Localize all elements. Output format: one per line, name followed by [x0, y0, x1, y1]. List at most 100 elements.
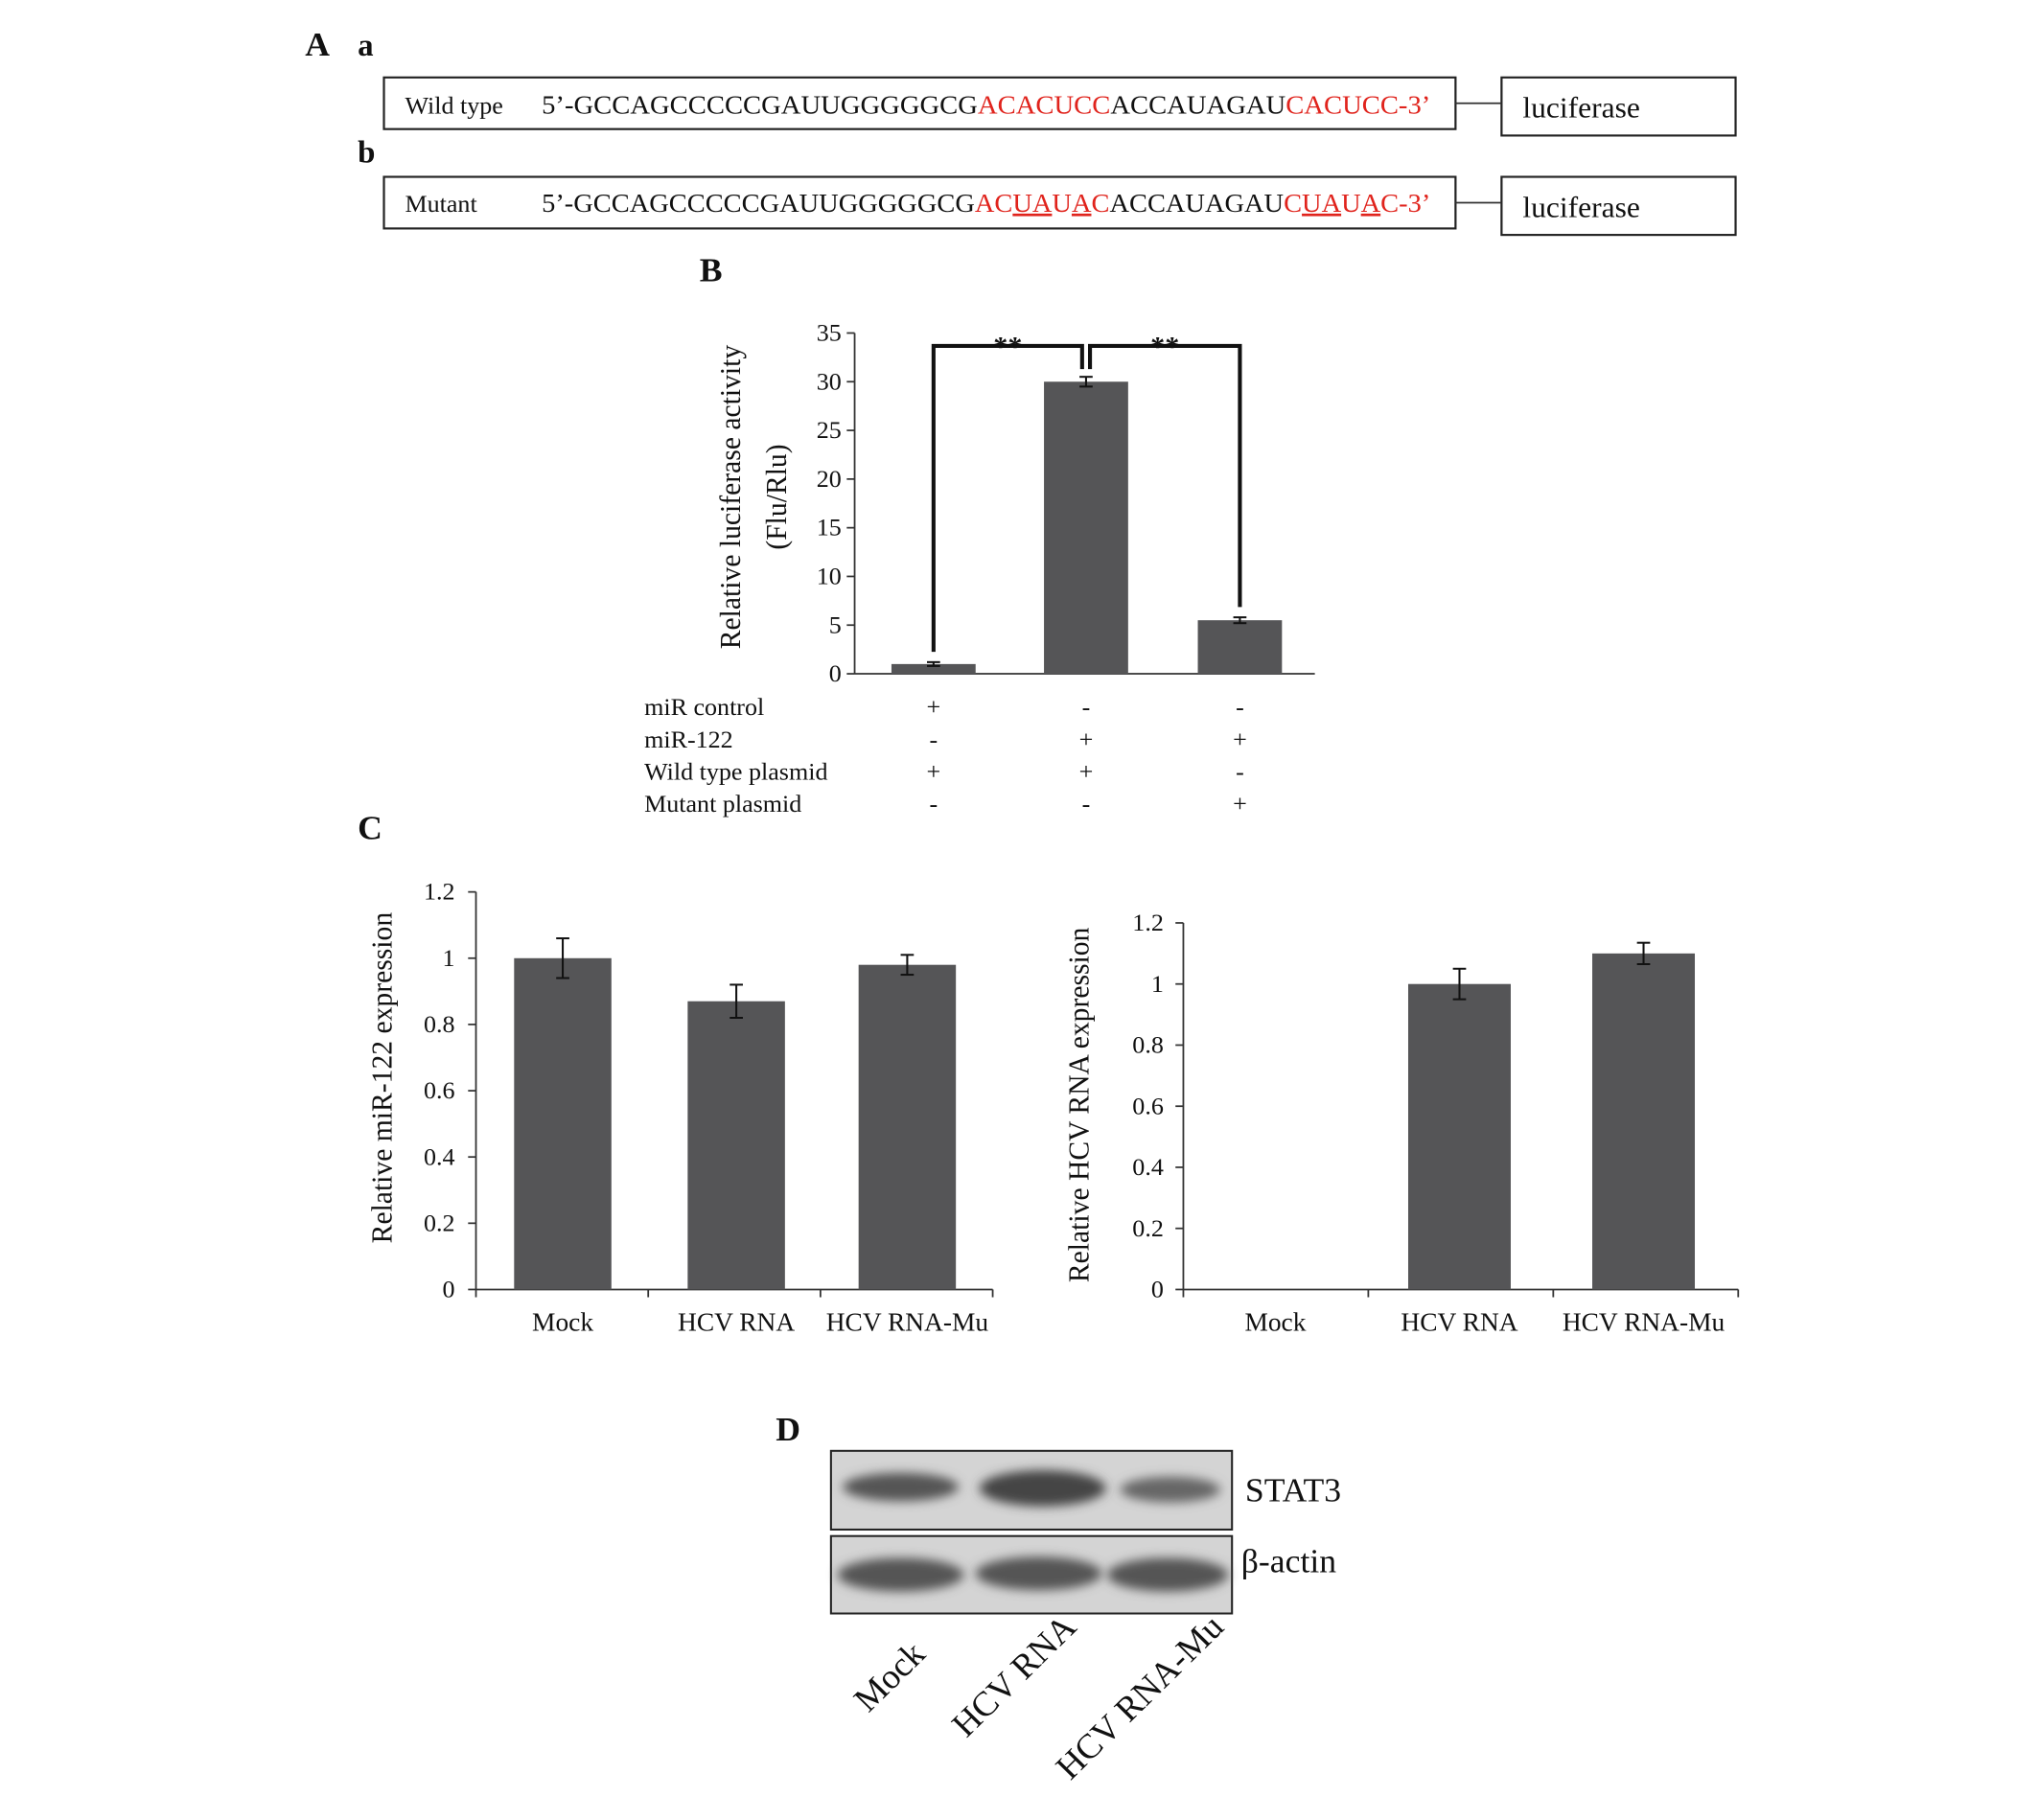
significance-bracket [1088, 343, 1242, 608]
error-bar [730, 983, 743, 1020]
y-tick-label: 1 [1151, 970, 1164, 998]
sequence-segment: C-3’ [1380, 189, 1430, 218]
y-tick-label: 35 [817, 319, 842, 347]
bar [891, 663, 976, 675]
sequence-segment: U [1341, 189, 1361, 218]
sequence-segment: 5’-GCCAGCCCCCGAUUGGGGGCG [542, 91, 978, 120]
y-tick-label: 0 [443, 1276, 455, 1303]
significance-bracket [931, 343, 1084, 653]
y-tick-label: 1.2 [1132, 909, 1164, 936]
condition-sign: - [930, 790, 938, 818]
sequence-segment: CACUCC-3’ [1285, 91, 1430, 120]
reporter-label: luciferase [1522, 91, 1640, 125]
blot [829, 1449, 1234, 1615]
y-tick-label: 1.2 [424, 878, 455, 906]
x-tick-label: HCV RNA-Mu [826, 1308, 989, 1337]
bar [1407, 983, 1511, 1290]
bar [1044, 381, 1128, 675]
x-tick-label: Mock [1244, 1308, 1306, 1337]
y-axis-label: (Flu/Rlu) [761, 444, 793, 549]
condition-label: miR control [644, 693, 764, 721]
y-tick-label: 0 [829, 659, 842, 687]
error-bar [1079, 376, 1093, 388]
sequence-segment: A [1072, 189, 1092, 218]
y-tick-label: 1 [443, 944, 455, 972]
bar [858, 964, 957, 1290]
y-tick-label: 25 [817, 416, 842, 444]
condition-sign: - [1236, 758, 1244, 786]
y-axis-label: Relative HCV RNA expression [1063, 928, 1095, 1283]
condition-sign: + [1233, 726, 1247, 753]
sequence: 5’-GCCAGCCCCCGAUUGGGGGCG ACACUCC ACCAUAGAU… [542, 91, 1430, 120]
condition-sign: + [1233, 790, 1247, 818]
y-tick-label: 0.6 [424, 1076, 455, 1104]
sequence-segment: AC [975, 189, 1012, 218]
y-axis-label: Relative miR-122 expression [367, 912, 399, 1244]
bar [1197, 620, 1283, 675]
bar [514, 957, 612, 1290]
condition-sign: + [926, 693, 940, 721]
panel-label: C [358, 810, 382, 847]
y-tick-label: 0.8 [424, 1010, 455, 1038]
y-tick-label: 10 [817, 563, 842, 590]
sequence-segment: ACCAUAGAU [1110, 91, 1285, 120]
significance-label: ** [993, 332, 1022, 363]
construct-name: Mutant [405, 190, 477, 218]
row-label: b [358, 136, 375, 171]
row-label: a [358, 29, 373, 63]
panel-label: D [776, 1411, 800, 1448]
lane-label: HCV RNA [944, 1606, 1084, 1744]
blot-label: STAT3 [1245, 1472, 1341, 1509]
error-bar [556, 937, 569, 979]
y-tick-label: 20 [817, 465, 842, 493]
condition-sign: - [1082, 693, 1091, 721]
reporter-box [1500, 175, 1737, 237]
panel-label: A [305, 26, 330, 63]
sequence-segment: UA [1012, 189, 1052, 218]
x-tick-label: HCV RNA [1401, 1308, 1518, 1337]
condition-sign: - [930, 726, 938, 753]
x-tick-label: HCV RNA-Mu [1563, 1308, 1725, 1337]
blot-label: β-actin [1241, 1543, 1337, 1580]
panel-label: B [700, 252, 723, 289]
y-tick-label: 0.2 [424, 1209, 455, 1237]
y-tick-label: 30 [817, 368, 842, 396]
reporter-box [1500, 76, 1737, 137]
y-tick-label: 0.2 [1132, 1214, 1164, 1242]
condition-label: Mutant plasmid [644, 790, 801, 818]
y-axis-label: Relative luciferase activity [715, 345, 747, 649]
y-tick-label: 0.6 [1132, 1093, 1164, 1120]
significance-label: ** [1150, 332, 1179, 363]
sequence-box [382, 175, 1457, 230]
y-tick-label: 0.4 [424, 1142, 455, 1170]
bar [687, 1001, 785, 1290]
sequence-segment: C [1284, 189, 1302, 218]
error-bar [1636, 941, 1651, 966]
condition-sign: + [1079, 726, 1094, 753]
condition-sign: + [1079, 758, 1094, 786]
y-tick-label: 0.4 [1132, 1153, 1164, 1181]
sequence-segment: A [1361, 189, 1381, 218]
y-tick-label: 15 [817, 514, 842, 541]
condition-label: Wild type plasmid [644, 758, 827, 786]
construct-name: Wild type [405, 92, 502, 120]
condition-sign: - [1082, 790, 1091, 818]
sequence-segment: U [1052, 189, 1072, 218]
error-bar [926, 660, 940, 667]
lane-label: Mock [845, 1633, 933, 1718]
sequence-box [382, 76, 1457, 130]
x-tick-label: HCV RNA [678, 1308, 796, 1337]
error-bar [1452, 967, 1467, 1001]
sequence-segment: UA [1302, 189, 1341, 218]
y-tick-label: 0.8 [1132, 1031, 1164, 1059]
y-tick-label: 0 [1151, 1276, 1164, 1303]
error-bar [1233, 616, 1247, 625]
condition-sign: - [1236, 693, 1244, 721]
sequence-segment: ACCAUAGAU [1109, 189, 1284, 218]
sequence: 5’-GCCAGCCCCCGAUUGGGGGCG ACUAUACACCAUAGAU… [542, 189, 1430, 218]
sequence-segment: C [1091, 189, 1109, 218]
sequence-segment: 5’-GCCAGCCCCCGAUUGGGGGCG [542, 189, 975, 218]
condition-sign: + [926, 758, 940, 786]
